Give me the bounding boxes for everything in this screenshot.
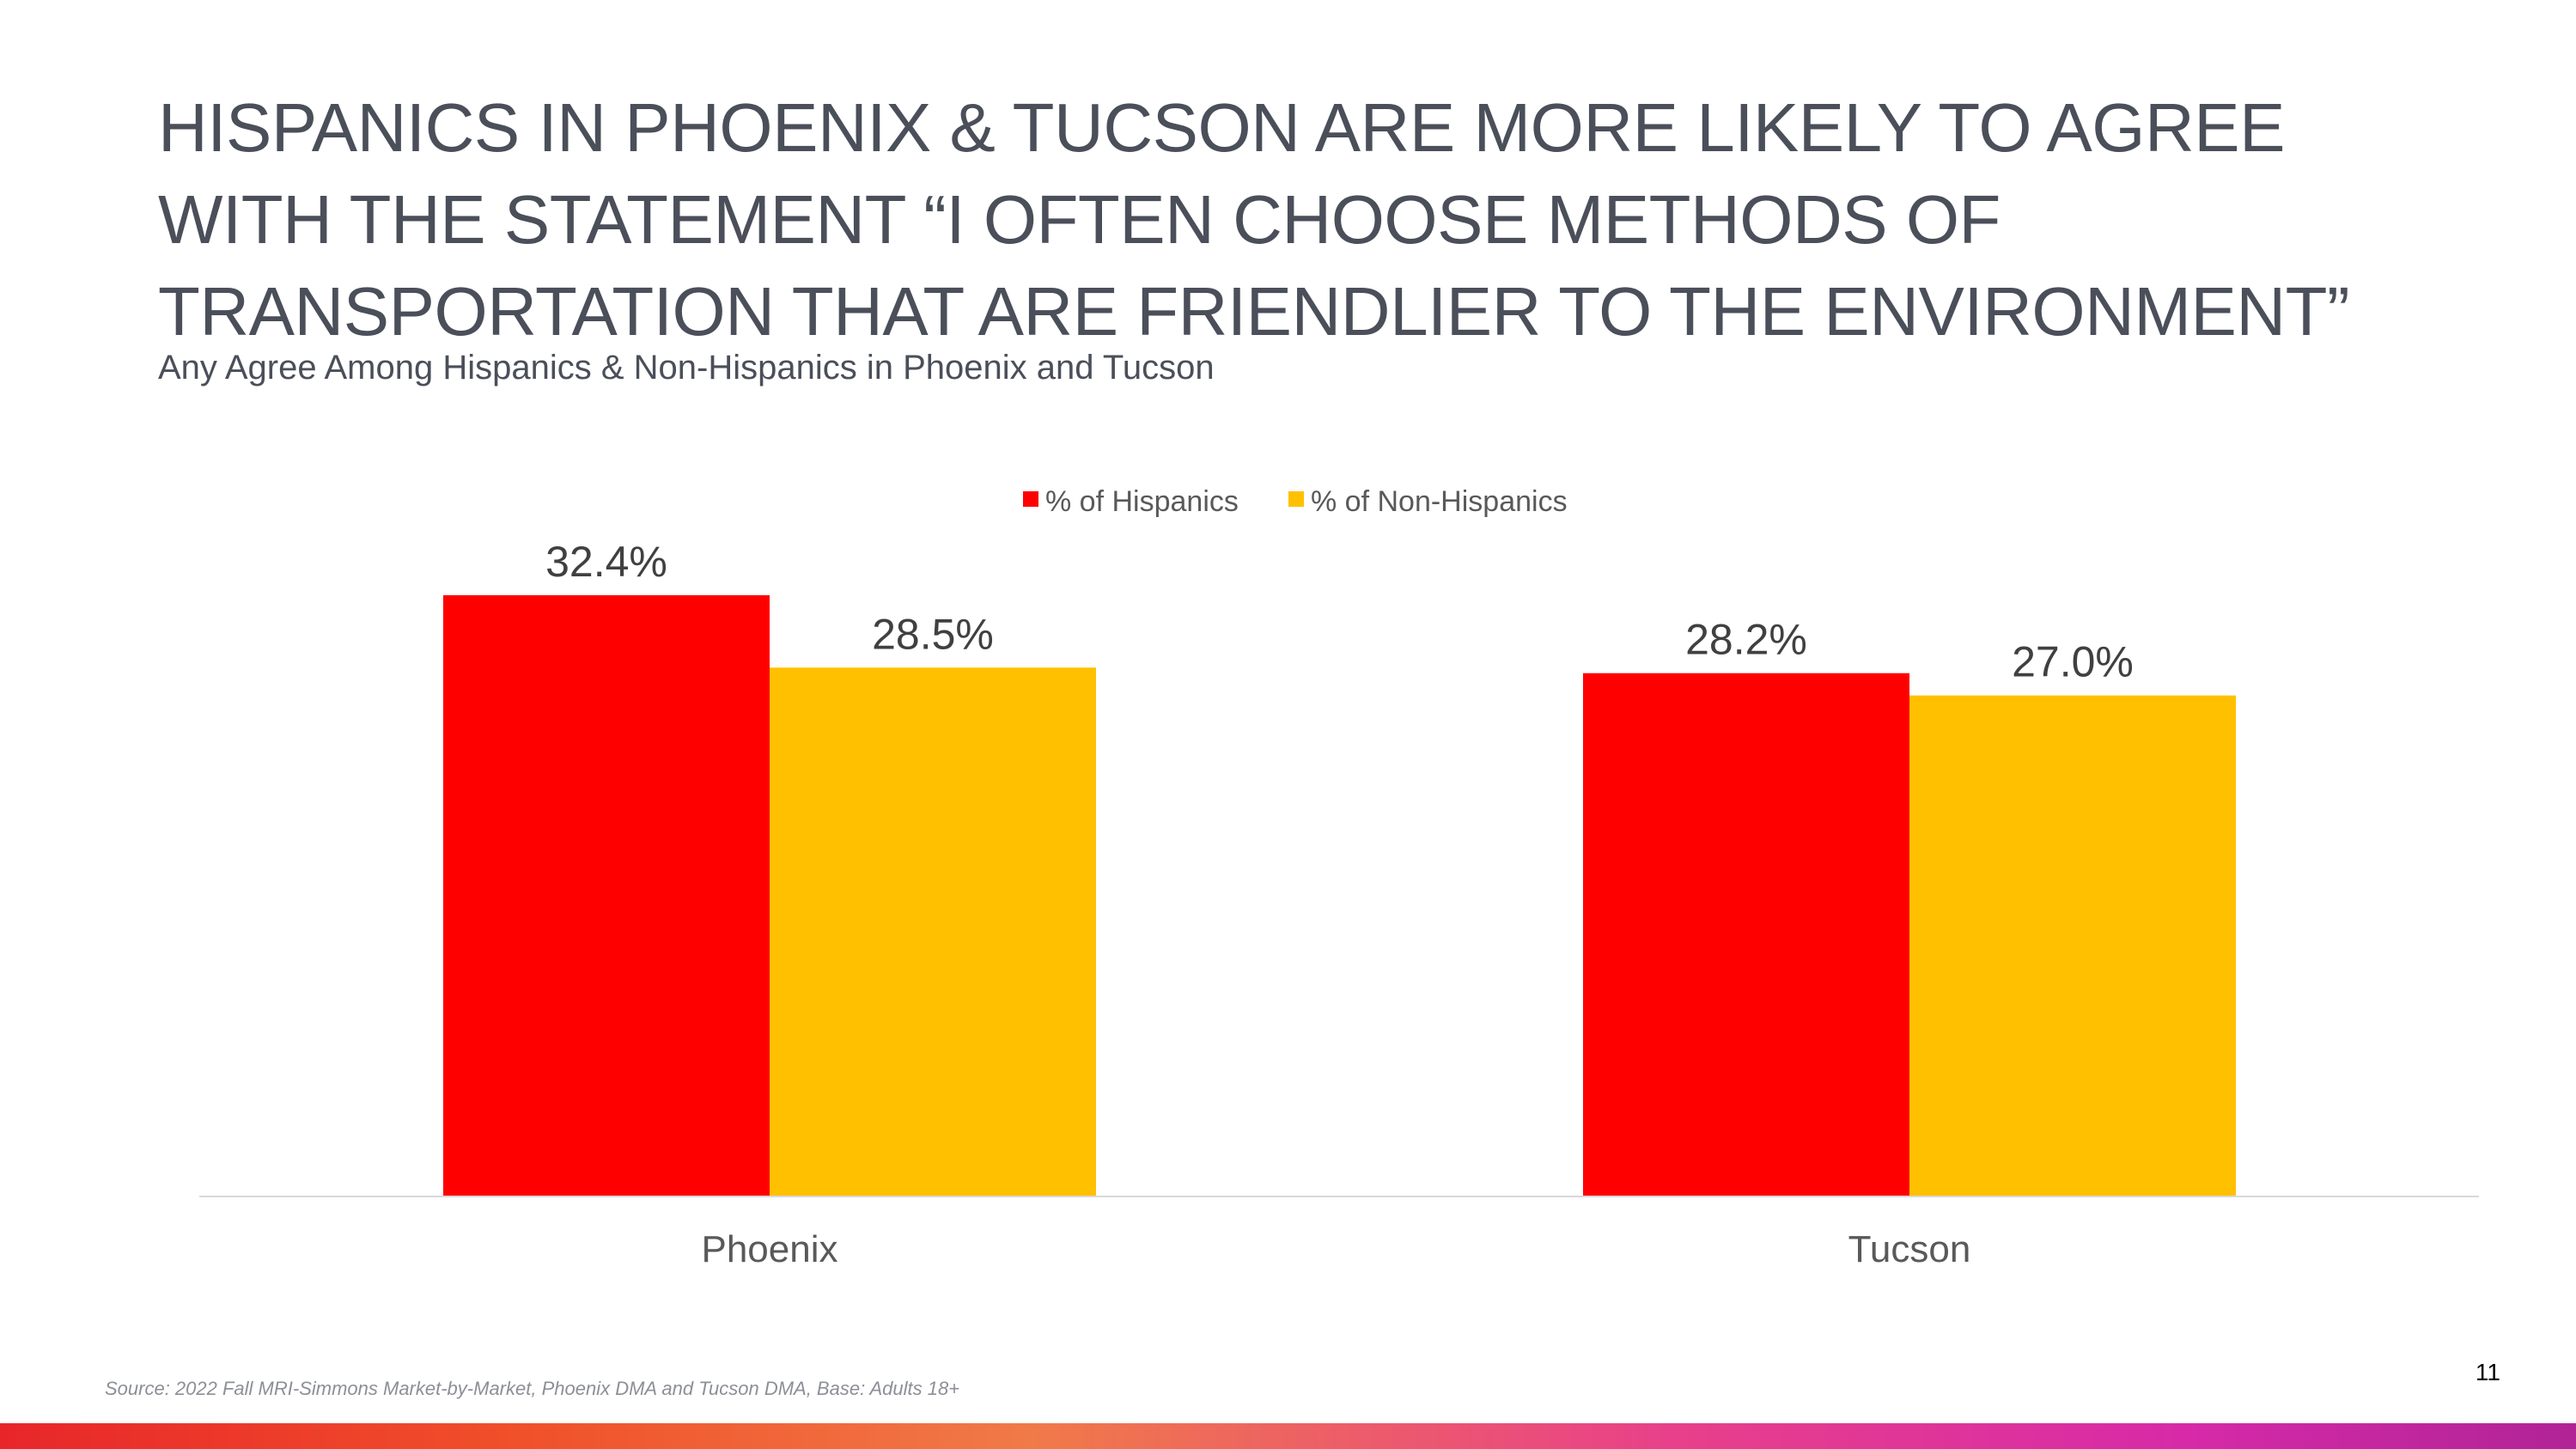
bar-phoenix-series-1 (443, 595, 770, 1196)
category-label-phoenix: Phoenix (701, 1228, 837, 1270)
chart-category-labels: Phoenix Tucson (701, 1228, 1970, 1270)
slide-title-line-2: WITH THE STATEMENT “I OFTEN CHOOSE METHO… (158, 181, 2001, 258)
bar-tucson-series-2 (1909, 695, 2236, 1196)
slide-title: HISPANICS IN PHOENIX & TUCSON ARE MORE L… (158, 82, 2520, 357)
legend-item-series-2: % of Non-Hispanics (1288, 485, 1568, 518)
data-label-phoenix-series-2: 28.5% (872, 610, 994, 658)
chart-legend: % of Hispanics % of Non-Hispanics (1023, 485, 1568, 518)
bar-tucson-series-1 (1583, 673, 1909, 1196)
legend-item-series-1: % of Hispanics (1023, 485, 1239, 518)
bar-phoenix-series-2 (770, 667, 1096, 1196)
page-number: 11 (2475, 1359, 2500, 1385)
data-label-tucson-series-2: 27.0% (2012, 638, 2134, 686)
slide-title-line-1: HISPANICS IN PHOENIX & TUCSON ARE MORE L… (158, 89, 2285, 166)
decorative-gradient-bar (0, 1423, 2576, 1449)
chart-bars (443, 595, 2236, 1196)
legend-swatch-series-2 (1288, 491, 1304, 507)
data-label-tucson-series-1: 28.2% (1685, 616, 1807, 664)
legend-label-series-2: % of Non-Hispanics (1311, 485, 1568, 518)
legend-label-series-1: % of Hispanics (1045, 485, 1239, 518)
source-note: Source: 2022 Fall MRI-Simmons Market-by-… (105, 1378, 960, 1399)
slide-subtitle: Any Agree Among Hispanics & Non-Hispanic… (158, 349, 1215, 387)
category-label-tucson: Tucson (1848, 1228, 1971, 1270)
data-label-phoenix-series-1: 32.4% (545, 538, 667, 586)
legend-swatch-series-1 (1023, 491, 1038, 507)
chart-data-labels: 32.4% 28.2% 28.5% 27.0% (545, 538, 2134, 686)
slide-title-line-3: TRANSPORTATION THAT ARE FRIENDLIER TO TH… (158, 273, 2350, 350)
